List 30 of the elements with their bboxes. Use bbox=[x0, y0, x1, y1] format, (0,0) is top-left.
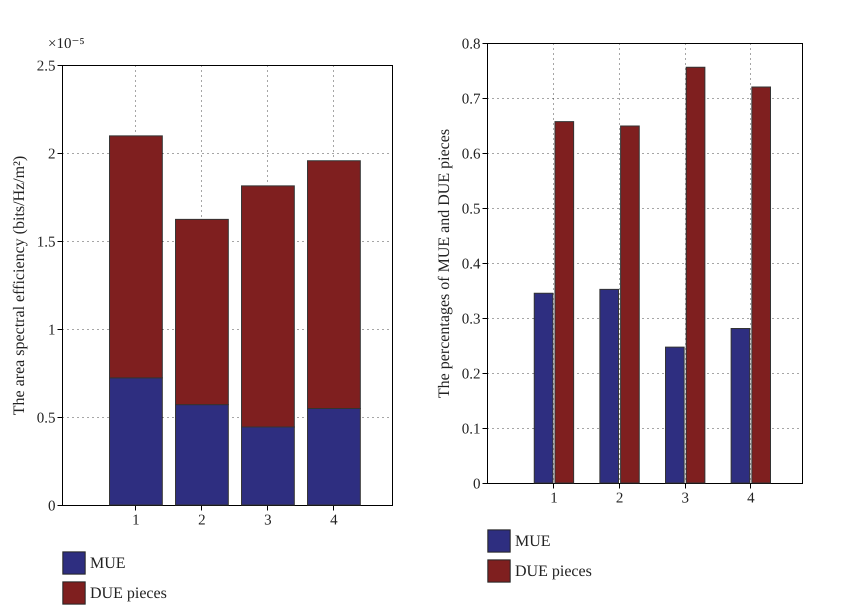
y-tick-label: 0.2 bbox=[462, 366, 480, 382]
y-tick-label: 2.5 bbox=[36, 58, 56, 74]
legend-label: MUE bbox=[90, 555, 126, 572]
y-tick-label: 0.8 bbox=[462, 36, 480, 52]
y-tick-label: 0.5 bbox=[36, 410, 56, 426]
x-tick-label: 2 bbox=[616, 490, 624, 506]
y-tick-label: 0.7 bbox=[462, 92, 481, 108]
legend-label: MUE bbox=[515, 533, 551, 550]
y-tick-label: 0.4 bbox=[462, 256, 481, 272]
y-tick-label: 0.3 bbox=[462, 312, 480, 328]
x-tick-label: 2 bbox=[198, 512, 206, 528]
x-tick-label: 3 bbox=[681, 490, 689, 506]
x-tick-label: 3 bbox=[264, 512, 272, 528]
x-tick-label: 1 bbox=[550, 490, 558, 506]
y-tick-label: 2 bbox=[48, 146, 56, 162]
x-tick-label: 4 bbox=[747, 490, 756, 506]
y-tick-label: 0 bbox=[48, 498, 56, 514]
y-axis-title: The percentages of MUE and DUE pieces bbox=[436, 128, 453, 398]
legend-label: DUE pieces bbox=[90, 585, 167, 602]
y-tick-label: 0 bbox=[473, 476, 480, 492]
y-tick-label: 1.5 bbox=[36, 234, 56, 250]
text: ×10⁻⁵ bbox=[48, 36, 85, 52]
y-axis-title: The area spectral efficiency (bits/Hz/m²) bbox=[10, 156, 28, 416]
y-tick-label: 1 bbox=[48, 322, 56, 338]
legend-label: DUE pieces bbox=[515, 563, 592, 580]
y-tick-label: 0.5 bbox=[462, 202, 480, 218]
y-tick-label: 0.1 bbox=[462, 422, 480, 438]
y-tick-label: 0.6 bbox=[462, 146, 481, 162]
x-tick-label: 1 bbox=[132, 512, 140, 528]
x-tick-label: 4 bbox=[330, 512, 338, 528]
